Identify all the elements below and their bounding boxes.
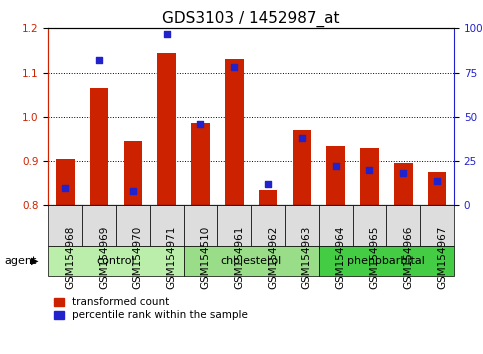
Point	[197, 121, 204, 127]
Text: GSM154970: GSM154970	[133, 226, 143, 289]
Legend: transformed count, percentile rank within the sample: transformed count, percentile rank withi…	[54, 297, 248, 320]
Text: GSM154961: GSM154961	[234, 226, 244, 289]
Bar	[293, 130, 311, 205]
Text: cholesterol: cholesterol	[221, 256, 282, 266]
Text: GSM154968: GSM154968	[65, 226, 75, 289]
Text: GSM154962: GSM154962	[268, 226, 278, 289]
Text: GSM154965: GSM154965	[369, 226, 380, 289]
Bar	[56, 159, 74, 205]
Text: GSM154964: GSM154964	[336, 226, 346, 289]
Bar	[428, 172, 446, 205]
Bar	[360, 148, 379, 205]
Point	[399, 171, 407, 176]
Text: GSM154971: GSM154971	[167, 226, 177, 289]
Bar	[191, 124, 210, 205]
Text: GSM154967: GSM154967	[437, 226, 447, 289]
Text: ▶: ▶	[31, 256, 39, 266]
Point	[332, 164, 340, 169]
Bar	[327, 145, 345, 205]
Point	[433, 178, 441, 183]
Text: phenobarbital: phenobarbital	[347, 256, 426, 266]
Point	[61, 185, 69, 190]
Bar	[225, 59, 243, 205]
Bar	[157, 53, 176, 205]
Title: GDS3103 / 1452987_at: GDS3103 / 1452987_at	[162, 11, 340, 27]
Point	[95, 57, 103, 63]
Text: control: control	[97, 256, 135, 266]
Point	[264, 181, 272, 187]
Text: GSM154969: GSM154969	[99, 226, 109, 289]
Point	[230, 64, 238, 70]
Bar	[259, 190, 277, 205]
Text: GSM154510: GSM154510	[200, 226, 211, 289]
Point	[129, 188, 137, 194]
Text: GSM154963: GSM154963	[302, 226, 312, 289]
Text: GSM154966: GSM154966	[403, 226, 413, 289]
Point	[366, 167, 373, 173]
Bar	[394, 163, 412, 205]
Bar	[124, 141, 142, 205]
Bar	[90, 88, 108, 205]
Text: agent: agent	[5, 256, 37, 266]
Point	[298, 135, 306, 141]
Point	[163, 31, 170, 36]
